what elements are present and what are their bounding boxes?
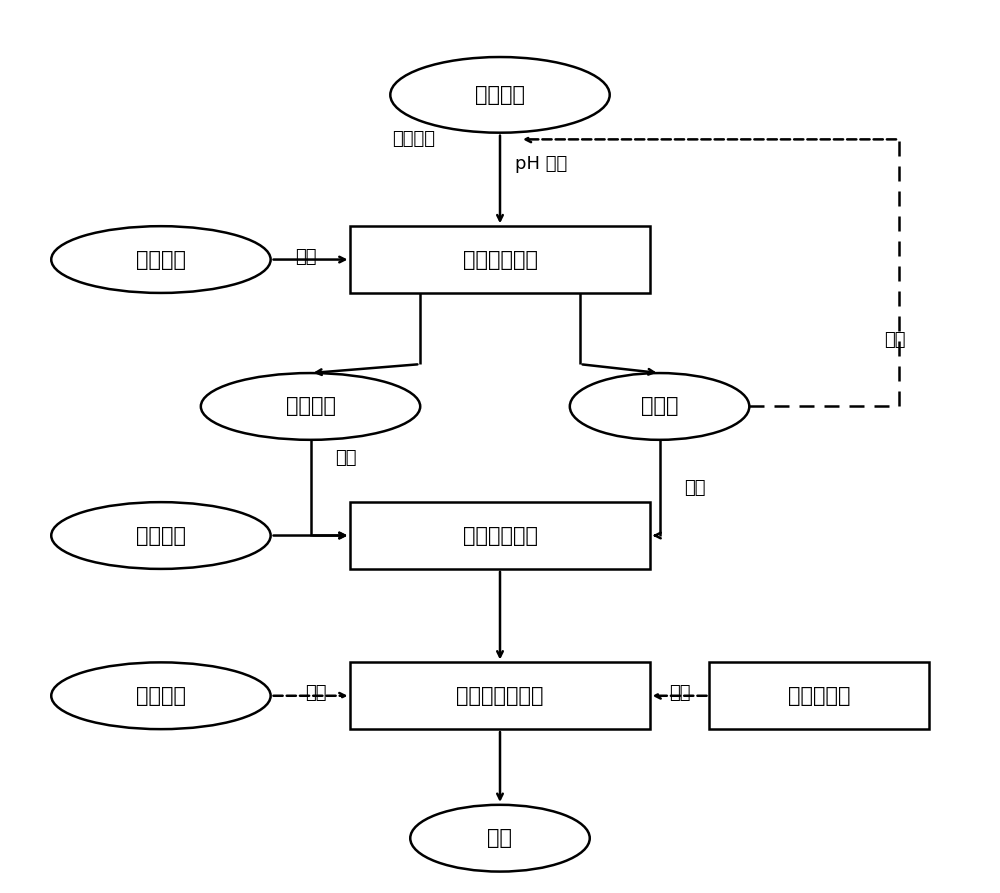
Text: 甲烷: 甲烷 xyxy=(488,828,512,848)
Bar xyxy=(350,663,650,730)
Text: 回流: 回流 xyxy=(884,330,905,348)
Text: pH 调节: pH 调节 xyxy=(515,155,567,173)
Text: 混合: 混合 xyxy=(335,449,356,467)
Text: 接种: 接种 xyxy=(295,248,316,266)
Bar xyxy=(350,502,650,569)
Text: 电化学装置: 电化学装置 xyxy=(788,686,850,705)
Text: 发酵残渣: 发酵残渣 xyxy=(286,396,336,416)
Text: 城市污泥: 城市污泥 xyxy=(136,525,186,546)
Bar xyxy=(709,663,929,730)
Text: 均匀粉碎: 均匀粉碎 xyxy=(392,130,435,148)
Text: 耦合: 耦合 xyxy=(669,684,690,702)
Text: 添加: 添加 xyxy=(305,684,326,702)
Text: 餐厨垃圾: 餐厨垃圾 xyxy=(475,85,525,104)
Text: 导电材料: 导电材料 xyxy=(136,686,186,705)
Text: 产醇相反应器: 产醇相反应器 xyxy=(462,249,538,270)
Text: 产甲烷相反应器: 产甲烷相反应器 xyxy=(456,686,544,705)
Text: 混合: 混合 xyxy=(684,480,706,497)
Bar xyxy=(350,226,650,293)
Text: 酿酒酵母: 酿酒酵母 xyxy=(136,249,186,270)
Text: 发酵液: 发酵液 xyxy=(641,396,678,416)
Text: 预处理反应器: 预处理反应器 xyxy=(462,525,538,546)
